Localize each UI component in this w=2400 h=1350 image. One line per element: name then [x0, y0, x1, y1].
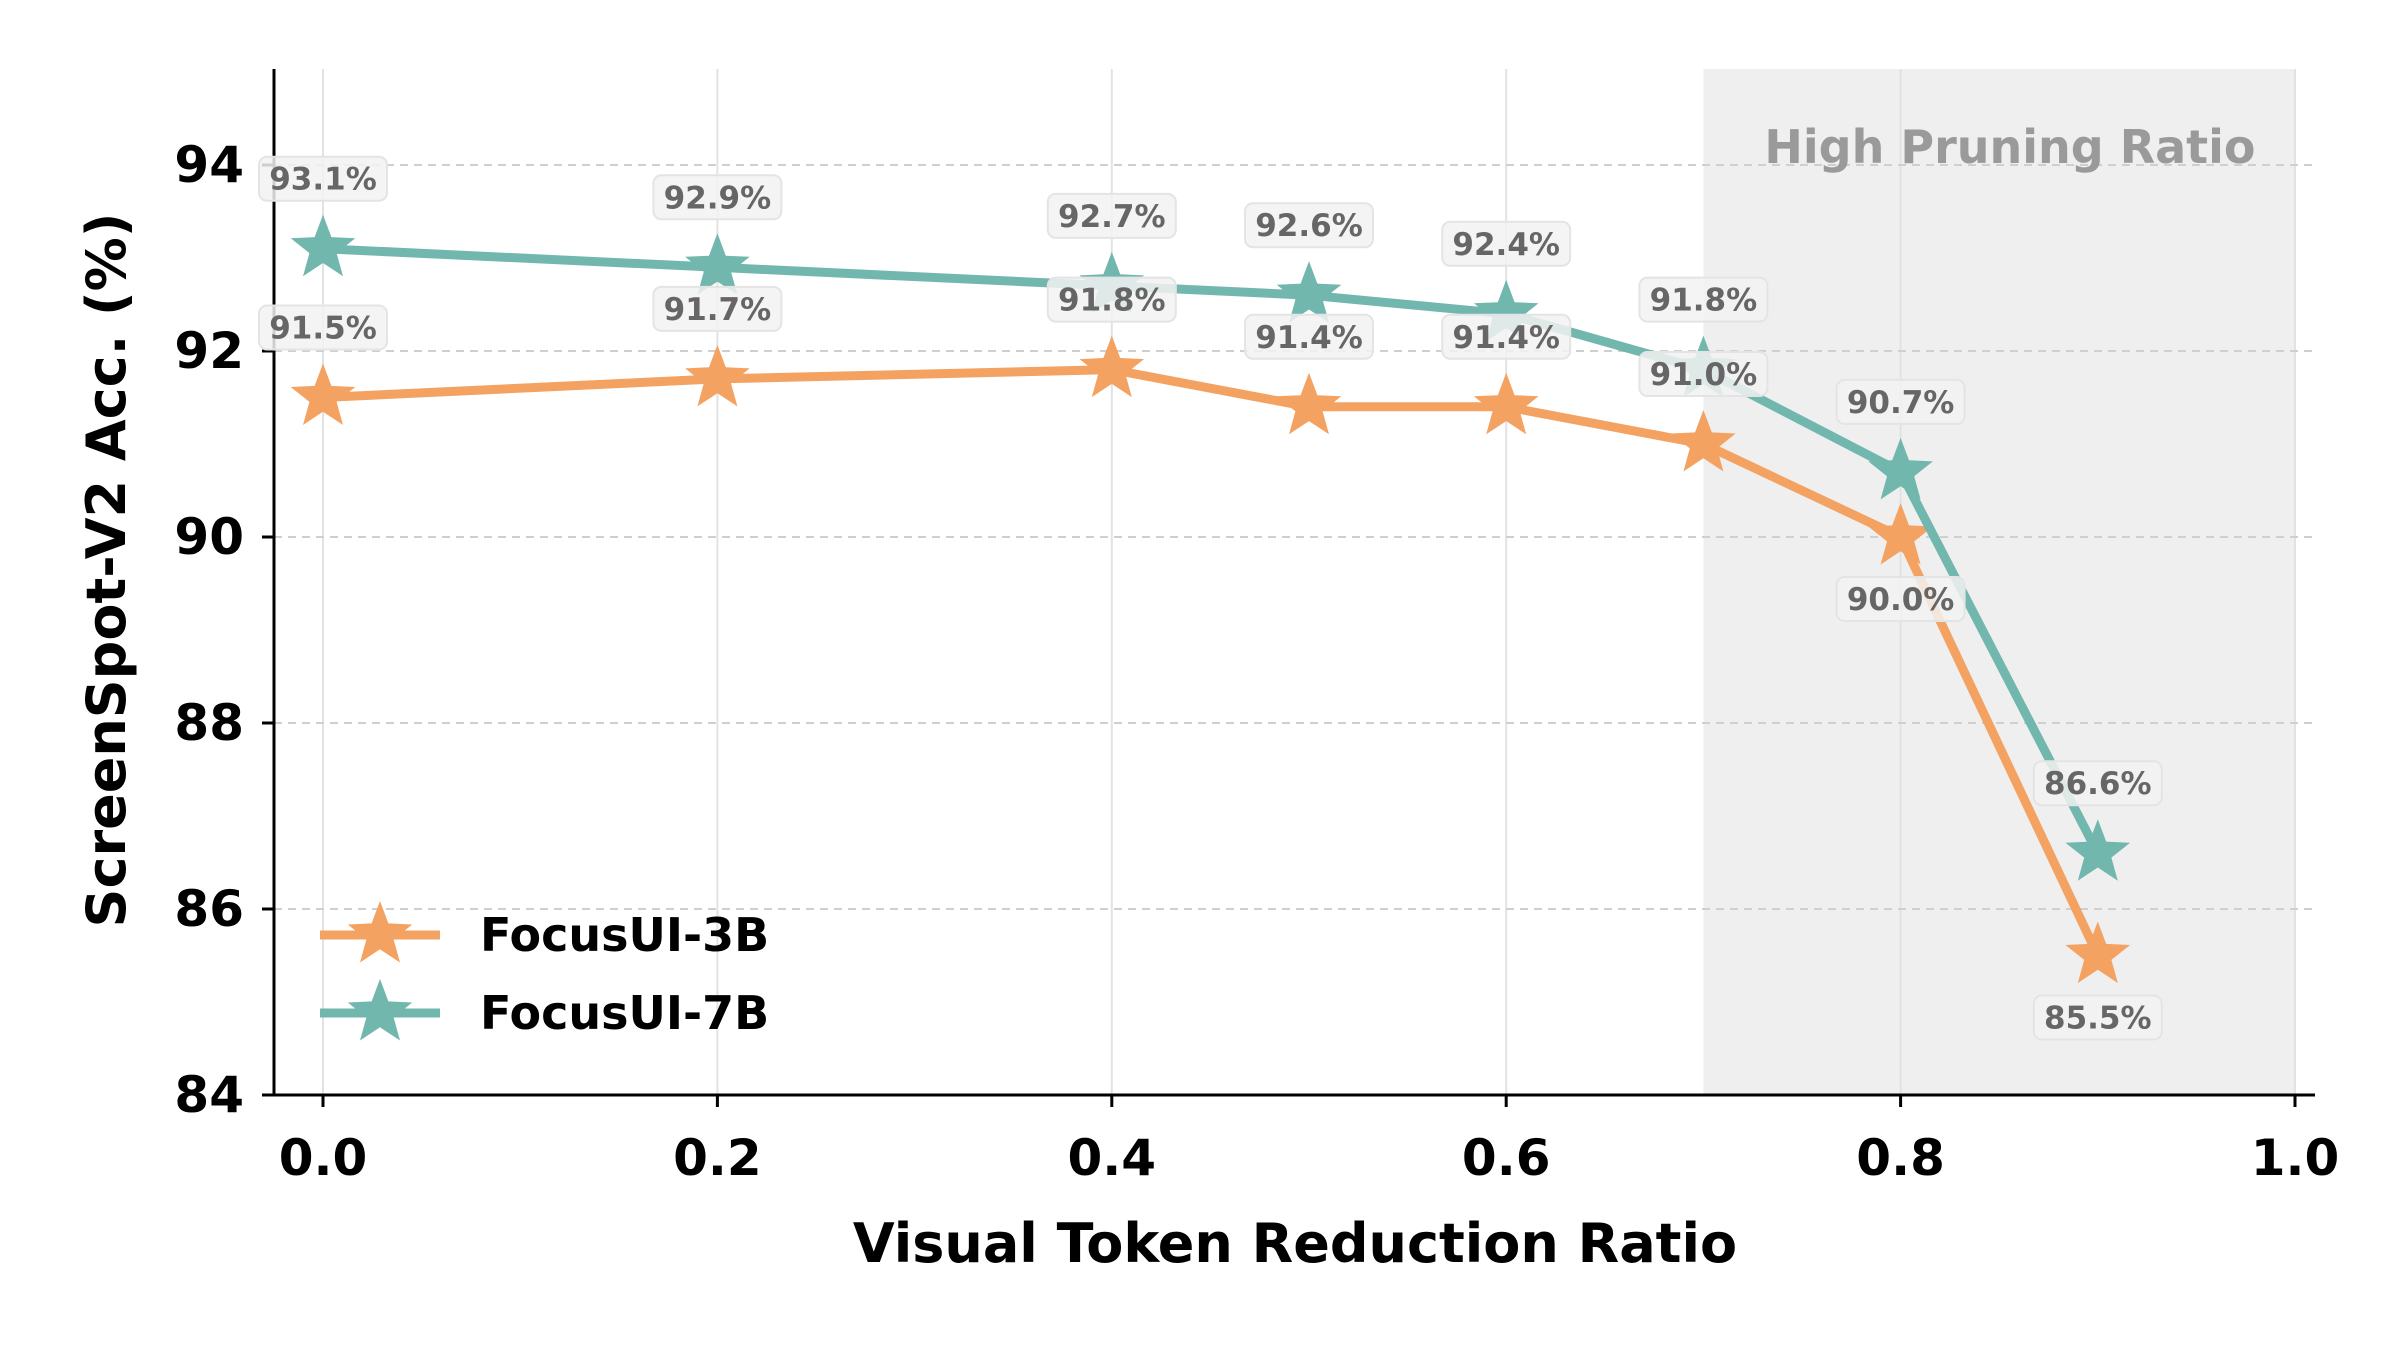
data-label: 92.6% [1255, 208, 1363, 244]
x-tick-label: 0.0 [279, 1129, 368, 1187]
y-tick-label: 88 [174, 694, 244, 752]
data-label: 91.4% [1452, 320, 1560, 356]
data-label-box [1835, 576, 1966, 622]
data-point-star [1079, 335, 1145, 398]
series-line [322, 365, 2102, 958]
data-label: 91.7% [664, 292, 772, 328]
legend-label: FocusUI-7B [480, 986, 769, 1040]
data-point-star [1868, 503, 1933, 565]
data-point-star [1473, 279, 1539, 342]
data-label-box [1441, 220, 1572, 267]
x-tick-label: 0.8 [1856, 1129, 1945, 1187]
data-point-star [1276, 261, 1342, 323]
data-label-box [1638, 351, 1769, 397]
data-label: 91.8% [1650, 283, 1758, 319]
x-tick-label: 1.0 [2251, 1129, 2340, 1187]
shaded-region [1703, 69, 2295, 1095]
data-label: 93.1% [269, 162, 377, 198]
y-tick-label: 94 [174, 136, 244, 194]
data-label-box [1046, 192, 1177, 239]
series-focusui-3b [290, 335, 2131, 983]
legend-star-icon [347, 979, 413, 1041]
data-point-star [1473, 372, 1539, 435]
x-tick-label: 0.4 [1068, 1129, 1157, 1187]
data-label-box [652, 174, 783, 221]
legend-label: FocusUI-3B [480, 908, 769, 962]
shaded-region-label: High Pruning Ratio [1764, 120, 2255, 174]
data-point-star [2065, 819, 2131, 881]
data-label-box [258, 304, 388, 351]
data-label: 91.4% [1255, 320, 1363, 356]
data-point-star [685, 233, 750, 295]
y-tick-label: 92 [174, 322, 244, 380]
data-point-star [1276, 372, 1342, 435]
legend-star-icon [347, 901, 413, 963]
data-point-star [685, 344, 750, 407]
data-label-box [1638, 276, 1769, 323]
y-axis-label: ScreenSpot-V2 Acc. (%) [75, 213, 138, 928]
x-tick-label: 0.6 [1462, 1129, 1551, 1187]
y-tick-label: 86 [174, 880, 244, 938]
data-point-star [290, 363, 356, 425]
series-line [322, 244, 2102, 856]
y-tick-label: 90 [174, 508, 244, 566]
data-point-star [290, 214, 356, 277]
data-label-box [2032, 760, 2163, 807]
data-label-box [1244, 313, 1374, 360]
data-label: 90.0% [1847, 582, 1955, 618]
data-label: 91.0% [1650, 357, 1758, 393]
data-label: 92.7% [1058, 199, 1166, 235]
data-label-box [1046, 276, 1177, 323]
data-label: 92.9% [664, 180, 772, 216]
data-point-star [1868, 437, 1933, 500]
data-point-star [2065, 921, 2131, 983]
data-label: 90.7% [1847, 385, 1955, 421]
x-axis-label: Visual Token Reduction Ratio [853, 1212, 1737, 1275]
data-label-box [2032, 994, 2163, 1041]
data-label-box [1835, 378, 1966, 425]
data-label: 92.4% [1452, 227, 1560, 263]
y-tick-label: 84 [174, 1066, 244, 1124]
data-label-box [258, 155, 388, 202]
data-label: 91.8% [1058, 283, 1166, 319]
data-label-box [1244, 202, 1374, 249]
data-label: 91.5% [269, 311, 377, 347]
data-label: 85.5% [2044, 1001, 2152, 1037]
data-label-box [652, 285, 783, 332]
x-tick-label: 0.2 [673, 1129, 762, 1187]
data-label: 86.6% [2044, 766, 2152, 802]
data-label-box [1441, 313, 1572, 360]
data-point-star [1671, 410, 1736, 472]
